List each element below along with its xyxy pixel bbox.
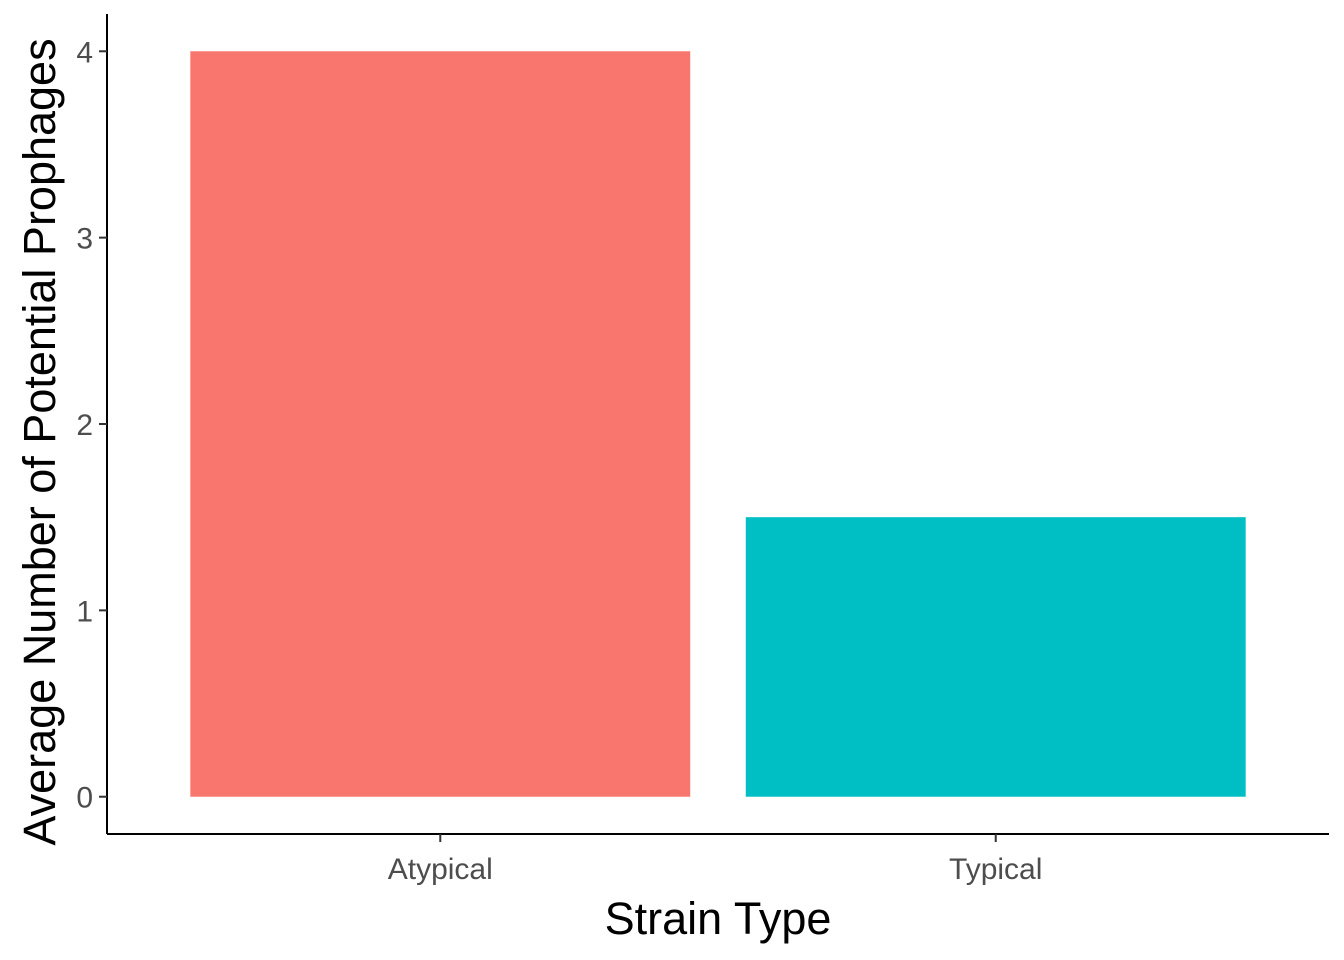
- y-axis: 0 1 2 3 4: [76, 14, 108, 834]
- x-axis-title: Strain Type: [605, 893, 832, 944]
- y-tick-label: 0: [76, 782, 93, 815]
- bars-layer: [190, 51, 1246, 797]
- y-tick-label: 3: [76, 223, 93, 256]
- y-tick-label: 2: [76, 409, 93, 442]
- x-tick-label: Typical: [949, 853, 1042, 886]
- bar-typical: [745, 517, 1246, 797]
- y-axis-title: Average Number of Potential Prophages: [14, 38, 65, 845]
- x-tick-label: Atypical: [388, 853, 493, 886]
- y-tick-label: 1: [76, 595, 93, 628]
- bar-atypical: [190, 51, 691, 797]
- y-tick-label: 4: [76, 36, 93, 69]
- x-axis: Atypical Typical: [107, 833, 1329, 886]
